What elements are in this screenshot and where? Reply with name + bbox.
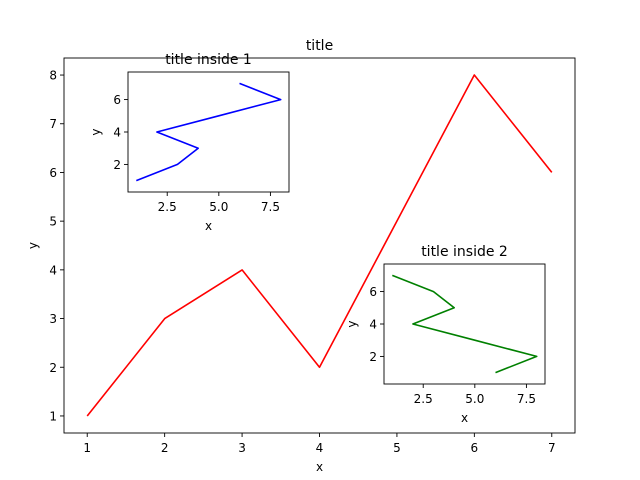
main-chart-title: title: [306, 38, 333, 54]
inset-chart-2-y-tick-label: 6: [369, 285, 377, 299]
main-chart-x-tick-label: 6: [471, 441, 479, 455]
inset-chart-2-x-tick-label: 5.0: [465, 392, 484, 406]
main-chart-x-tick-label: 5: [393, 441, 401, 455]
main-chart-y-tick-label: 2: [49, 361, 57, 375]
inset-chart-2-series-line: [392, 274, 538, 374]
main-chart-y-tick-label: 3: [49, 312, 57, 326]
inset-chart-2-x-tick-label: 2.5: [414, 392, 433, 406]
main-chart-y-axis-label: y: [26, 242, 40, 249]
main-chart-x-tick-label: 3: [238, 441, 246, 455]
main-chart-x-axis-label: x: [316, 460, 323, 474]
inset-chart-1-y-tick-label: 4: [113, 126, 121, 140]
main-chart-x-tick-label: 1: [83, 441, 91, 455]
main-chart-y-tick-label: 1: [49, 409, 57, 423]
inset-chart-1-x-tick-label: 7.5: [261, 200, 280, 214]
main-chart-x-tick-label: 2: [161, 441, 169, 455]
inset-chart-2-x-tick-label: 7.5: [517, 392, 536, 406]
inset-chart-1-y-tick-label: 2: [113, 158, 121, 172]
inset-chart-1-x-tick-label: 5.0: [209, 200, 228, 214]
main-chart-y-tick-label: 4: [49, 263, 57, 277]
inset-chart-1-series-line: [136, 82, 282, 182]
inset-chart-2-y-tick-label: 4: [369, 318, 377, 332]
inset-chart-2-y-axis-label: y: [345, 320, 359, 327]
inset-chart-1-y-axis-label: y: [89, 128, 103, 135]
inset-chart-1-y-tick-label: 6: [113, 93, 121, 107]
inset-chart-2-x-axis-label: x: [461, 411, 468, 425]
inset-chart-1-x-tick-label: 2.5: [158, 200, 177, 214]
inset-chart-1-title: title inside 1: [165, 52, 252, 68]
main-chart-y-tick-label: 6: [49, 166, 57, 180]
inset-chart-2-y-tick-label: 2: [369, 350, 377, 364]
main-chart-y-tick-label: 8: [49, 69, 57, 83]
main-chart-x-tick-label: 7: [548, 441, 556, 455]
inset-chart-1-x-axis-label: x: [205, 219, 212, 233]
inset-chart-2-title: title inside 2: [421, 244, 508, 260]
main-chart-x-tick-label: 4: [316, 441, 324, 455]
main-chart-y-tick-label: 5: [49, 215, 57, 229]
main-chart-y-tick-label: 7: [49, 117, 57, 131]
main-chart-series-line: [86, 74, 553, 417]
